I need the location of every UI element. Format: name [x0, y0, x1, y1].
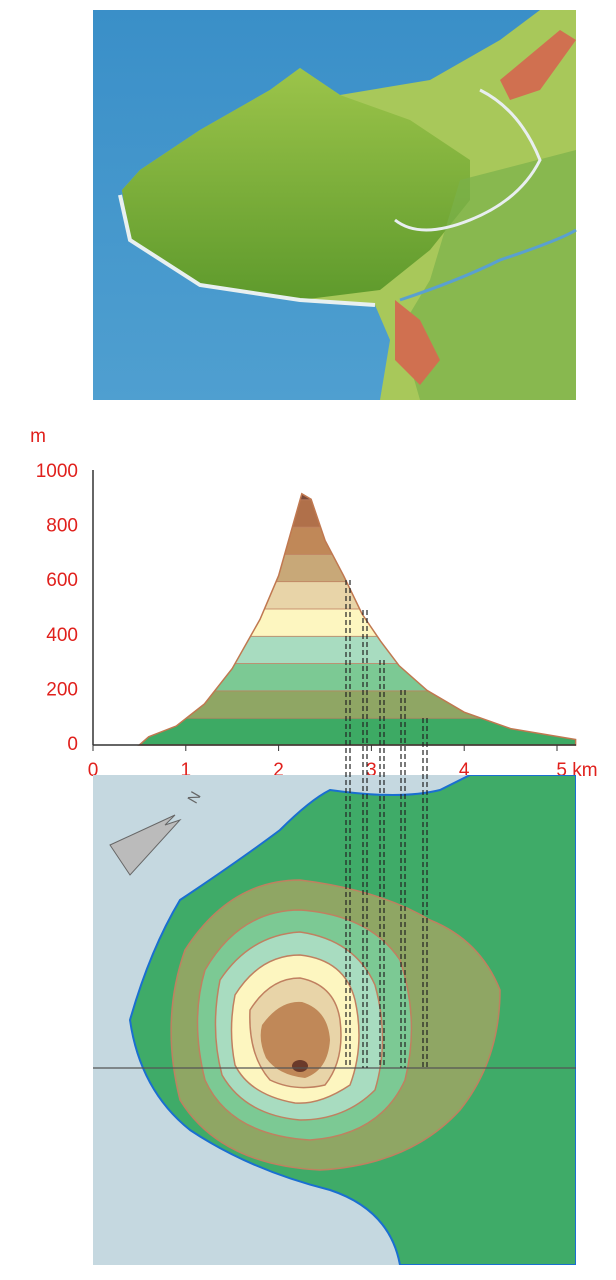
elevation-band	[93, 581, 576, 609]
elevation-bands	[93, 472, 576, 746]
y-tick-label: 0	[67, 734, 78, 755]
y-unit: m	[30, 426, 46, 447]
y-tick-label: 400	[46, 625, 78, 646]
elevation-band	[93, 663, 576, 691]
diagram: m 02004006008001000012345 km N	[0, 0, 616, 1275]
y-tick-label: 200	[46, 679, 78, 700]
contour-map: N	[93, 775, 576, 1265]
y-tick-label: 1000	[36, 461, 78, 482]
elevation-band	[93, 609, 576, 637]
elevation-band	[93, 718, 576, 746]
elevation-band	[93, 690, 576, 718]
y-tick-label: 600	[46, 570, 78, 591]
y-tick-label: 800	[46, 516, 78, 537]
elevation-band	[93, 527, 576, 555]
elevation-band	[93, 636, 576, 664]
elevation-band	[93, 472, 576, 500]
landscape-painting	[93, 10, 576, 400]
elevation-band	[93, 499, 576, 527]
